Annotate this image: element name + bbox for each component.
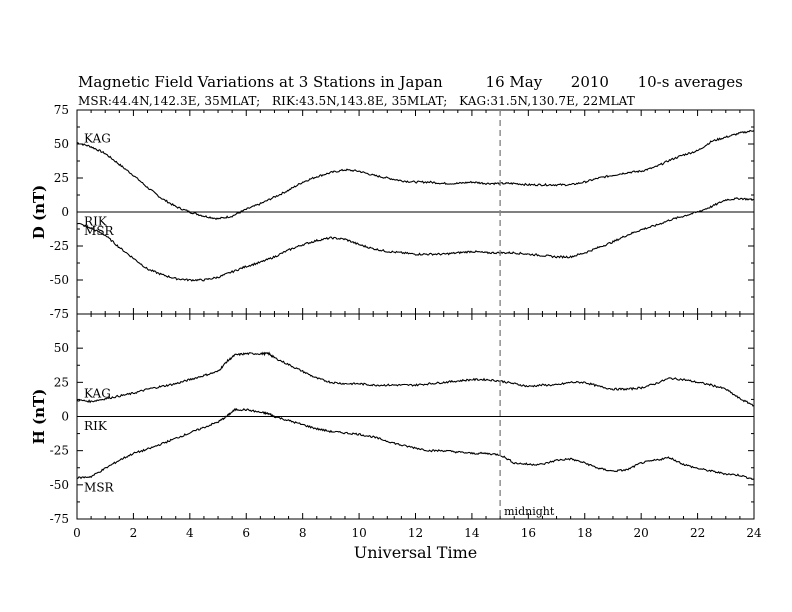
y-tick-label: 50 xyxy=(54,137,69,151)
station-label-kag: KAG xyxy=(84,132,111,146)
x-tick-label: 16 xyxy=(521,526,536,540)
y-tick-label: -75 xyxy=(50,307,69,321)
y-tick-label: 50 xyxy=(54,341,69,355)
y-tick-label: 0 xyxy=(61,410,69,424)
y-tick-label: 25 xyxy=(54,375,69,389)
x-tick-label: 0 xyxy=(73,526,81,540)
x-tick-label: 24 xyxy=(746,526,762,540)
x-tick-label: 8 xyxy=(299,526,307,540)
station-label-msr: MSR xyxy=(84,224,115,238)
station-label-rik: RIK xyxy=(84,419,108,433)
y-tick-label: 0 xyxy=(61,205,69,219)
y-tick-label: -50 xyxy=(50,273,69,287)
series-line-rik xyxy=(76,197,755,282)
chart-subtitle: MSR:44.4N,142.3E, 35MLAT; RIK:43.5N,143.… xyxy=(78,94,635,108)
chart-title: Magnetic Field Variations at 3 Stations … xyxy=(78,73,743,91)
x-tick-label: 4 xyxy=(186,526,194,540)
x-tick-label: 10 xyxy=(351,526,366,540)
y-tick-label: -25 xyxy=(50,239,69,253)
y-tick-label: -75 xyxy=(50,512,69,526)
y-tick-label: 25 xyxy=(54,171,69,185)
x-tick-label: 12 xyxy=(408,526,423,540)
x-tick-label: 20 xyxy=(634,526,649,540)
x-tick-label: 6 xyxy=(242,526,250,540)
x-tick-label: 14 xyxy=(464,526,480,540)
x-tick-label: 2 xyxy=(130,526,138,540)
x-tick-label: 22 xyxy=(690,526,705,540)
series-line-kag xyxy=(76,129,755,221)
station-label-kag: KAG xyxy=(84,386,111,400)
series-line-kag xyxy=(76,351,755,407)
x-axis-label: Universal Time xyxy=(354,543,477,562)
series-line-msr xyxy=(76,407,755,481)
y-tick-label: -25 xyxy=(50,444,69,458)
station-label-rik: RIK xyxy=(84,215,108,229)
y-axis-label: D (nT) xyxy=(30,185,48,240)
x-tick-label: 18 xyxy=(577,526,592,540)
y-tick-label: -50 xyxy=(50,478,69,492)
station-label-msr: MSR xyxy=(84,481,115,495)
y-axis-label: H (nT) xyxy=(30,389,48,445)
midnight-label: midnight xyxy=(504,505,555,518)
y-tick-label: 75 xyxy=(54,103,69,117)
